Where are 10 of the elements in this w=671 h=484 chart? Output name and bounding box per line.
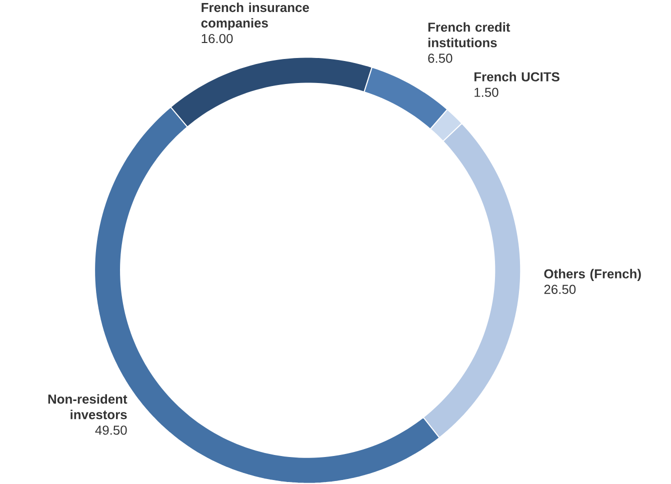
slice-label: French UCITS	[474, 72, 560, 82]
data-label: 49.50	[95, 426, 127, 435]
slice-label: Non-resident investors	[48, 394, 128, 420]
slice-label: Others (French)	[544, 268, 641, 282]
data-label: 6.50	[428, 54, 452, 63]
data-label: 26.50	[544, 284, 576, 294]
data-label: 16.00	[202, 34, 233, 44]
slice-label: French insurance companies	[201, 2, 309, 30]
slice-label: French credit institutions	[428, 22, 510, 48]
data-label: 1.50	[474, 88, 498, 97]
